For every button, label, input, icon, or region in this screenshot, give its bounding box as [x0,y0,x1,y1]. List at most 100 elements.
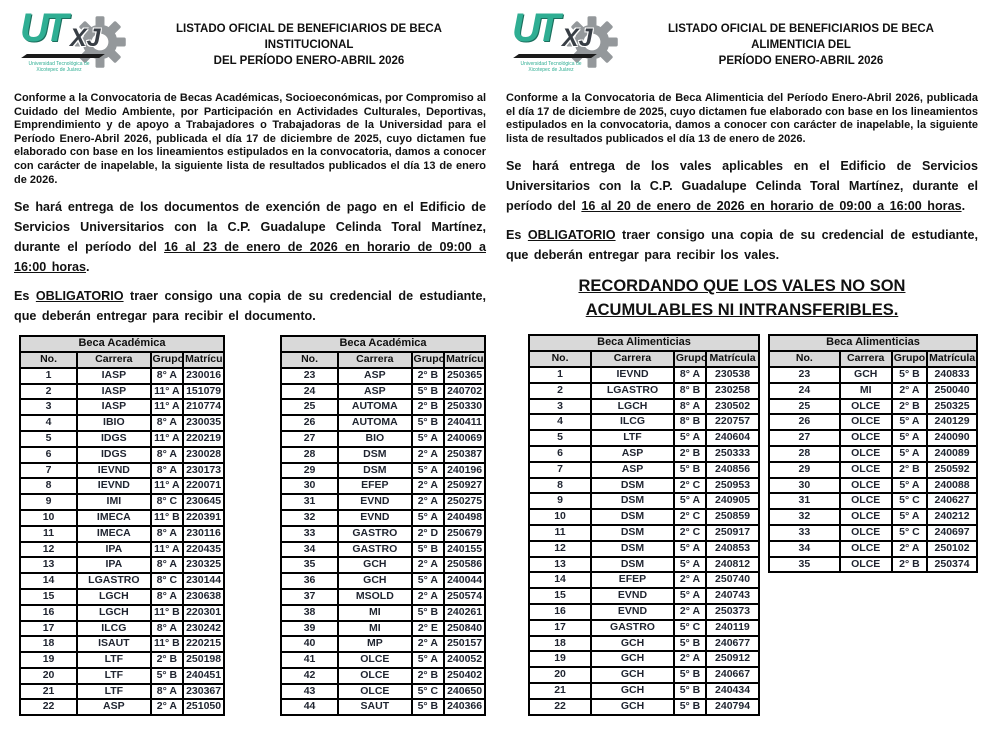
cell-carrera: IMECA [76,508,152,527]
cell-carrera: ASP [337,366,413,385]
cell-carrera: ISAUT [76,635,152,654]
column-header: Carrera [590,350,675,368]
table-row: 34 OLCE 2° A 250102 [768,539,978,558]
cell-matricula: 240119 [705,618,760,637]
cell-carrera: IPA [76,540,152,559]
cell-no: 16 [18,603,79,622]
logo-swoosh [513,54,597,58]
cell-no: 14 [527,571,593,590]
table-row: 17 GASTRO 5° C 240119 [527,618,760,637]
cell-grupo: 5° B [672,634,708,653]
cell-grupo: 8° A [149,366,185,385]
cell-grupo: 8° A [149,682,185,701]
table-row: 12 DSM 5° A 240853 [527,539,760,558]
cell-grupo: 8° A [672,365,708,384]
column-header: Matrícula [182,350,225,369]
delivery-dates-underlined: 16 al 20 de enero de 2026 en horario de … [581,199,962,214]
cell-no: 25 [279,398,340,417]
table-row: 14 LGASTRO 8° C 230144 [18,572,225,590]
table-title: Beca Académica [280,335,486,353]
cell-matricula: 250840 [443,619,486,638]
cell-no: 6 [527,444,593,463]
cell-matricula: 240366 [443,698,486,717]
cell-carrera: GASTRO [590,618,675,637]
delivery-paragraph: Se hará entrega de los documentos de exe… [14,200,486,275]
cell-matricula: 240812 [705,555,760,574]
table-row: 25 OLCE 2° B 250325 [768,397,978,416]
cell-matricula: 240434 [705,681,760,700]
cell-carrera: ASP [590,444,675,463]
cell-grupo: 2° A [672,602,708,621]
cell-grupo: 5° C [890,523,929,542]
cell-carrera: OLCE [838,539,893,558]
cell-carrera: EFEP [590,571,675,590]
cell-grupo: 5° A [890,476,929,495]
table-row: 8 DSM 2° C 250953 [527,476,760,495]
cell-no: 22 [527,697,593,716]
cell-matricula: 240743 [705,587,760,605]
cell-no: 3 [527,397,593,416]
cell-carrera: AUTOMA [337,398,413,417]
cell-grupo: 2° B [890,397,929,416]
cell-matricula: 250574 [443,587,486,606]
cell-grupo: 8° C [149,493,185,511]
cell-carrera: MI [337,603,413,622]
table-row: 11 DSM 2° C 250917 [527,523,760,542]
table-row: 9 IMI 8° C 230645 [18,493,225,511]
utxj-logo: UT XJ Universidad Tecnológica de Xicotep… [14,6,132,78]
cell-grupo: 2° A [890,381,929,400]
cell-no: 21 [527,681,593,700]
cell-grupo: 2° B [890,555,929,574]
cell-grupo: 5° A [672,539,708,558]
table-row: 12 IPA 11° A 220435 [18,540,225,559]
cell-matricula: 240627 [926,492,978,511]
page-title: LISTADO OFICIAL DE BENEFICIARIOS DE BECA… [667,23,934,67]
table-row: 19 GCH 2° A 250912 [527,650,760,669]
obligatorio-paragraph: Es OBLIGATORIO traer consigo una copia d… [14,289,486,324]
cell-grupo: 2° A [672,650,708,669]
cell-carrera: EVND [590,587,675,605]
cell-matricula: 230638 [182,587,225,606]
cell-no: 17 [18,619,79,638]
cell-no: 31 [768,492,841,511]
cell-carrera: MI [337,619,413,638]
cell-no: 9 [18,493,79,511]
cell-carrera: SAUT [337,698,413,717]
cell-matricula: 240853 [705,539,760,558]
table-row: 4 ILCG 8° B 220757 [527,413,760,432]
cell-grupo: 8° B [672,413,708,432]
cell-matricula: 250953 [705,476,760,495]
logo-ut-text: UT [20,6,68,50]
column-header: Carrera [337,350,413,369]
cell-grupo: 8° A [149,619,185,638]
cell-carrera: GCH [590,681,675,700]
cell-grupo: 5° B [672,681,708,700]
cell-grupo: 5° A [410,429,446,448]
cell-carrera: GCH [590,697,675,716]
cell-no: 40 [279,635,340,654]
cell-matricula: 250586 [443,556,486,575]
page-beca-alimenticia: UT XJ Universidad Tecnológica de Xicotep… [506,6,978,716]
cell-no: 23 [279,366,340,385]
table-row: 35 OLCE 2° B 250374 [768,555,978,574]
cell-grupo: 2° B [149,651,185,669]
cell-carrera: OLCE [838,476,893,495]
cell-grupo: 11° A [149,429,185,448]
cell-carrera: IPA [76,556,152,575]
table-row: 42 OLCE 2° B 250402 [279,666,486,685]
table-row: 18 GCH 5° B 240677 [527,634,760,653]
cell-carrera: MSOLD [337,587,413,606]
cell-no: 18 [527,634,593,653]
table-row: 19 LTF 2° B 250198 [18,651,225,669]
cell-carrera: DSM [590,523,675,542]
cell-carrera: OLCE [838,444,893,463]
intro-paragraph: Conforme a la Convocatoria de Becas Acad… [14,92,486,186]
cell-matricula: 250330 [443,398,486,417]
cell-carrera: ILCG [590,413,675,432]
beca-alimenticia-table-2: Beca Alimenticias No. Carrera Grupo Matrícul… [768,334,978,574]
cell-grupo: 5° B [672,697,708,716]
logo-xj-text: XJ [70,24,101,52]
cell-carrera: OLCE [838,508,893,526]
cell-matricula: 240833 [926,365,978,384]
